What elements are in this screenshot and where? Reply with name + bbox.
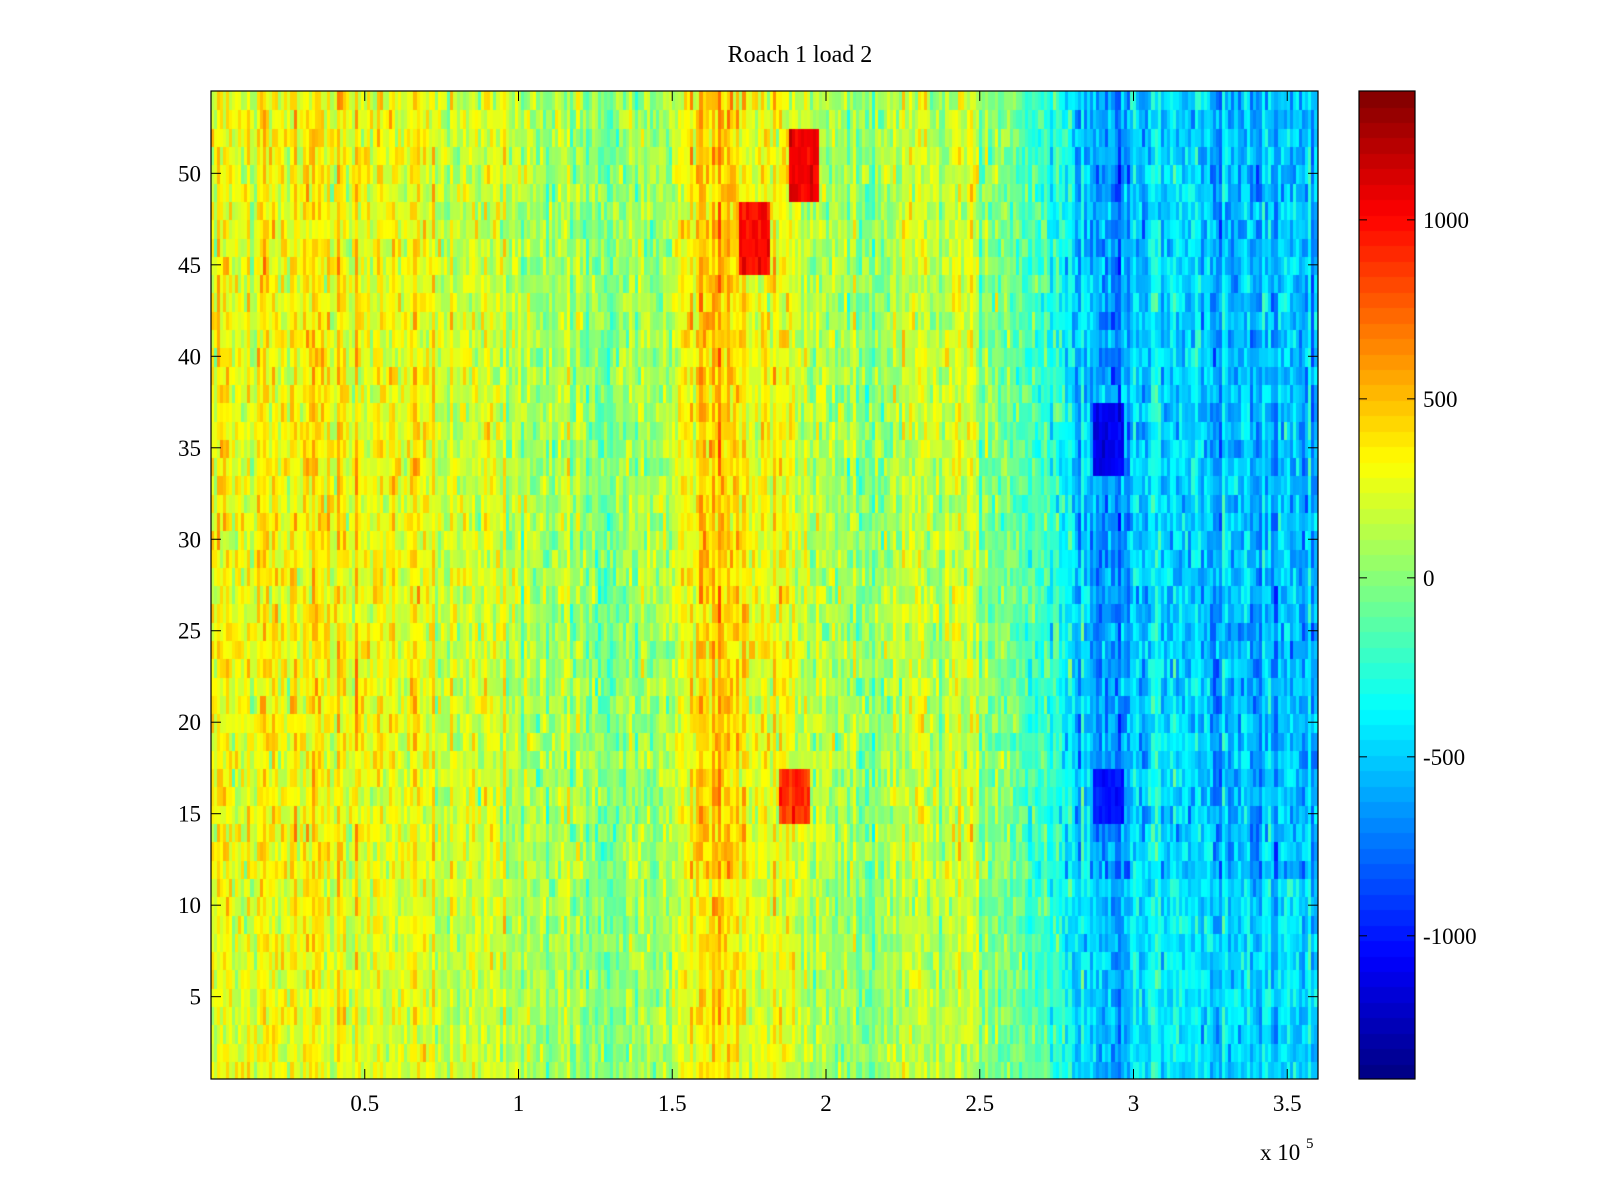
colorbar-gradient	[1359, 91, 1415, 1079]
x-tick-label: 1	[513, 1091, 525, 1116]
x-tick-label: 3.5	[1273, 1091, 1302, 1116]
x-tick-label: 1.5	[658, 1091, 687, 1116]
colorbar-tick-label: -1000	[1423, 924, 1477, 949]
y-axis: 5 10 15 20 25 30 35 40 45 50	[178, 161, 1318, 1010]
colorbar-frame	[1358, 90, 1416, 1080]
y-tick-label: 40	[178, 344, 201, 369]
y-tick-label: 50	[178, 161, 201, 186]
heatmap-image	[211, 91, 1318, 1079]
colorbar-tick-label: 1000	[1423, 208, 1469, 233]
x-exponent-label: x 10 5	[1260, 1136, 1314, 1165]
colorbar-tick-label: 500	[1423, 387, 1458, 412]
y-tick-label: 45	[178, 253, 201, 278]
y-tick-label: 15	[178, 802, 201, 827]
x-exponent-power: 5	[1306, 1136, 1314, 1152]
plot-frame	[210, 90, 1319, 1080]
y-tick-label: 10	[178, 893, 201, 918]
x-tick-label: 3	[1128, 1091, 1140, 1116]
x-axis: 0.5 1 1.5 2 2.5 3 3.5	[350, 91, 1302, 1116]
chart-title: Roach 1 load 2	[727, 42, 873, 68]
y-tick-label: 25	[178, 619, 201, 644]
y-tick-label: 5	[190, 985, 202, 1010]
x-tick-label: 2	[820, 1091, 832, 1116]
y-tick-label: 35	[178, 436, 201, 461]
x-tick-label: 2.5	[965, 1091, 994, 1116]
y-tick-label: 30	[178, 527, 201, 552]
colorbar-tick-label: 0	[1423, 566, 1435, 591]
y-tick-label: 20	[178, 710, 201, 735]
colorbar: 1000 500 0 -500 -1000	[1359, 208, 1477, 949]
x-exponent-base: x 10	[1260, 1140, 1300, 1165]
x-tick-label: 0.5	[350, 1091, 379, 1116]
colorbar-tick-label: -500	[1423, 745, 1465, 770]
axes-frame	[210, 90, 1416, 1080]
